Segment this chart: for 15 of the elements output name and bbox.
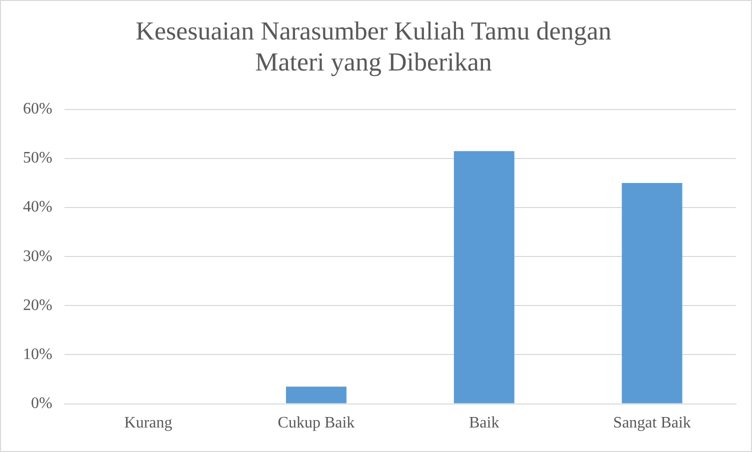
y-tick-label: 40% bbox=[23, 198, 52, 216]
bar bbox=[286, 386, 346, 404]
y-tick-label: 0% bbox=[31, 395, 52, 412]
y-tick-label: 20% bbox=[23, 296, 52, 314]
y-tick-label: 30% bbox=[23, 248, 52, 265]
x-tick-label: Baik bbox=[469, 414, 500, 432]
y-tick-label: 50% bbox=[23, 150, 52, 167]
x-tick-label: Kurang bbox=[124, 414, 172, 432]
y-tick-label: 10% bbox=[23, 346, 52, 363]
bar bbox=[454, 151, 514, 404]
x-tick-label: Cukup Baik bbox=[278, 414, 355, 432]
y-tick-label: 60% bbox=[23, 100, 52, 118]
chart-title: Kesesuaian Narasumber Kuliah Tamu dengan Materi yang Diberikan bbox=[136, 16, 612, 77]
bar bbox=[622, 183, 682, 404]
x-tick-label: Sangat Baik bbox=[613, 414, 691, 432]
